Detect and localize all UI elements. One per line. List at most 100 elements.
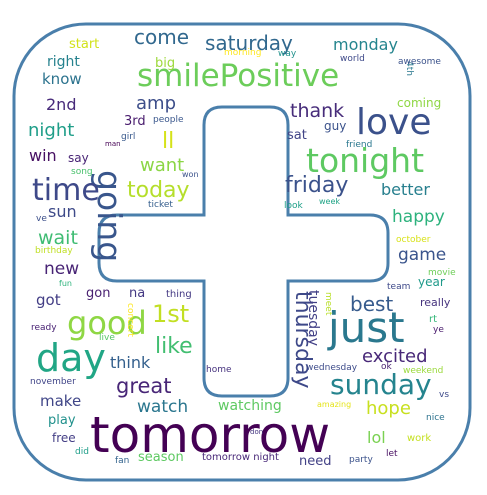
word-want: want xyxy=(140,155,184,176)
word-good: good xyxy=(67,304,147,342)
word-need: need xyxy=(299,454,332,469)
word-start: start xyxy=(69,37,99,52)
word-year: year xyxy=(418,275,445,289)
word-concert: concert xyxy=(125,303,135,337)
word-team: team xyxy=(387,282,410,292)
word-monday: monday xyxy=(333,35,398,54)
word-rt: rt xyxy=(429,314,437,325)
word-just: just xyxy=(327,303,405,352)
word-thank: thank xyxy=(290,100,344,122)
word-ready: ready xyxy=(31,323,57,333)
word-thing: thing xyxy=(166,289,192,300)
word-guy: guy xyxy=(324,119,346,133)
word-time: time xyxy=(32,173,100,208)
word-home: home xyxy=(206,365,232,375)
word-sun: sun xyxy=(48,202,77,221)
word-thursday: thursday xyxy=(290,291,315,389)
word-saturday: saturday xyxy=(205,31,293,55)
word-smilepositive: smilePositive xyxy=(137,58,339,94)
word-today: today xyxy=(127,178,190,203)
word-right: right xyxy=(47,54,80,70)
word-ticket: ticket xyxy=(148,200,173,210)
word-tonight: tonight xyxy=(306,141,424,180)
word-game: game xyxy=(398,245,446,265)
word-fun: fun xyxy=(59,279,72,288)
word-coming: coming xyxy=(397,96,441,110)
word-don: don xyxy=(250,428,263,436)
word-friday: friday xyxy=(285,173,348,198)
word-tuesday: tuesday xyxy=(305,290,321,346)
word-4th: 4th xyxy=(404,61,414,76)
word-october: october xyxy=(396,235,431,245)
word-lol: lol xyxy=(367,428,386,447)
word-vs: vs xyxy=(439,390,449,400)
word-girl: girl xyxy=(121,132,135,142)
word-make: make xyxy=(40,392,81,410)
word-layer: tomorrow smilePositive just going lovetonigh… xyxy=(28,25,456,469)
word-ll: ll xyxy=(162,129,174,154)
word-great: great xyxy=(116,374,172,398)
word-meet: meet xyxy=(323,292,333,316)
word-happy: happy xyxy=(392,207,445,227)
word-man: man xyxy=(105,140,121,148)
word-1st: 1st xyxy=(152,300,189,328)
word-free: free xyxy=(52,431,76,445)
word-big: big xyxy=(155,56,175,71)
plus-cutout-outline xyxy=(97,105,390,398)
word-friend: friend xyxy=(346,140,372,150)
word-tomorrow-night: tomorrow night xyxy=(202,452,279,463)
word-work: work xyxy=(407,433,431,444)
word-way: way xyxy=(278,49,297,59)
word-come: come xyxy=(134,25,189,49)
word-amp: amp xyxy=(136,93,176,114)
word-party: party xyxy=(349,455,373,465)
word-song: song xyxy=(71,167,93,177)
word-people: people xyxy=(153,115,184,125)
word-fan: fan xyxy=(115,456,129,466)
word-morning: morning xyxy=(224,48,261,58)
word-really: really xyxy=(420,296,451,309)
word-movie: movie xyxy=(428,268,456,278)
word-know: know xyxy=(42,70,82,88)
word-like: like xyxy=(155,334,193,359)
word-live: live xyxy=(99,333,115,343)
word-amazing: amazing xyxy=(317,400,351,409)
word-win: win xyxy=(29,146,57,165)
word-best: best xyxy=(350,292,393,316)
word-play: play xyxy=(48,413,76,428)
word-did: did xyxy=(75,447,89,457)
word-better: better xyxy=(381,180,430,199)
word-ok: ok xyxy=(381,362,393,372)
word-wednesday: wednesday xyxy=(306,363,358,373)
word-hope: hope xyxy=(366,398,411,419)
word-na: na xyxy=(129,286,145,301)
word-gon: gon xyxy=(86,286,110,301)
word-week: week xyxy=(319,197,340,206)
word-love: love xyxy=(356,102,431,143)
word-tomorrow: tomorrow xyxy=(90,406,330,464)
word-nice: nice xyxy=(426,413,445,423)
word-think: think xyxy=(110,353,151,372)
word-look: look xyxy=(284,201,304,211)
word-won: won xyxy=(182,170,199,179)
word-let: let xyxy=(386,449,398,459)
word-new: new xyxy=(44,259,79,279)
word-awesome: awesome xyxy=(398,57,441,67)
word-say: say xyxy=(68,151,89,165)
word-watching: watching xyxy=(218,398,282,414)
word-wait: wait xyxy=(38,227,78,249)
word-excited: excited xyxy=(362,346,428,367)
word-day: day xyxy=(36,336,106,380)
word-ye: ye xyxy=(433,325,444,335)
mask-outline xyxy=(12,22,472,482)
word-got: got xyxy=(36,291,61,309)
word-watch: watch xyxy=(137,397,188,417)
word-sat: sat xyxy=(287,128,307,143)
word-night: night xyxy=(28,120,74,141)
word-going: going xyxy=(90,170,129,262)
word-3rd: 3rd xyxy=(124,114,146,129)
word-world: world xyxy=(340,54,365,64)
word-2nd: 2nd xyxy=(46,95,76,114)
word-november: november xyxy=(30,377,76,387)
